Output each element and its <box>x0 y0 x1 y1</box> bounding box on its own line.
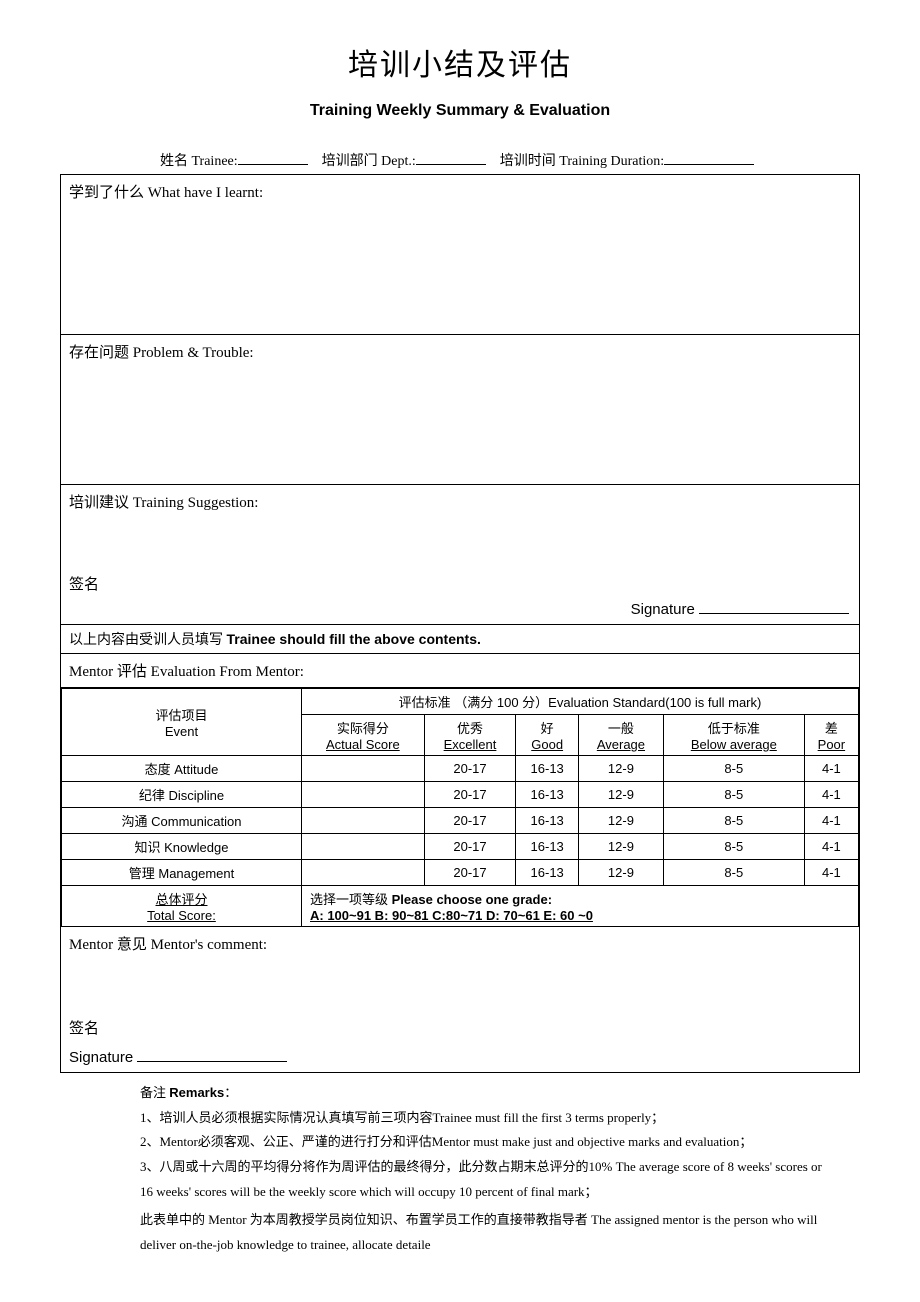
table-row: 纪律 Discipline 20-1716-1312-98-54-1 <box>62 782 859 808</box>
signature-blank-2[interactable] <box>137 1047 287 1062</box>
score-range-cell: 20-17 <box>424 808 516 834</box>
score-range-cell: 4-1 <box>804 834 858 860</box>
section-suggestion[interactable]: 培训建议 Training Suggestion: 签名 Signature <box>61 485 859 625</box>
remarks-item: 2、Mentor必须客观、公正、严谨的进行打分和评估Mentor must ma… <box>140 1130 830 1155</box>
remarks-footer: 此表单中的 Mentor 为本周教授学员岗位知识、布置学员工作的直接带教指导者 … <box>140 1208 830 1257</box>
table-row: 管理 Management 20-1716-1312-98-54-1 <box>62 860 859 886</box>
score-range-cell: 20-17 <box>424 860 516 886</box>
score-range-cell: 12-9 <box>579 756 664 782</box>
dept-label: 培训部门 Dept.: <box>322 150 416 170</box>
signature-label-2: Signature <box>69 1049 133 1066</box>
learnt-label: 学到了什么 What have I learnt: <box>69 185 263 201</box>
sign-cn: 签名 <box>69 573 99 594</box>
actual-score-cell[interactable] <box>302 808 425 834</box>
page-title-en: Training Weekly Summary & Evaluation <box>60 102 860 120</box>
page-title-cn: 培训小结及评估 <box>60 40 860 84</box>
event-label: 知识 Knowledge <box>62 834 302 860</box>
score-range-cell: 4-1 <box>804 756 858 782</box>
trainee-note-en: Trainee should fill the above contents. <box>227 631 481 647</box>
event-header: 评估项目 Event <box>62 689 302 756</box>
col-header: 低于标准Below average <box>663 715 804 756</box>
score-range-cell: 16-13 <box>516 860 579 886</box>
grade-choice-cell[interactable]: 选择一项等级 Please choose one grade: A: 100~9… <box>302 886 859 927</box>
mentor-comment-label: Mentor 意见 Mentor's comment: <box>69 937 267 953</box>
actual-score-cell[interactable] <box>302 782 425 808</box>
standard-header: 评估标准 （满分 100 分）Evaluation Standard(100 i… <box>302 689 859 715</box>
trainee-note: 以上内容由受训人员填写 Trainee should fill the abov… <box>61 625 859 654</box>
score-range-cell: 12-9 <box>579 808 664 834</box>
score-range-cell: 8-5 <box>663 808 804 834</box>
actual-score-cell[interactable] <box>302 756 425 782</box>
score-range-cell: 4-1 <box>804 860 858 886</box>
score-range-cell: 8-5 <box>663 834 804 860</box>
form-container: 学到了什么 What have I learnt: 存在问题 Problem &… <box>60 174 860 1073</box>
mentor-comment-section[interactable]: Mentor 意见 Mentor's comment: 签名 Signature <box>61 927 859 1072</box>
table-row: 态度 Attitude 20-1716-1312-98-54-1 <box>62 756 859 782</box>
sign-cn-2: 签名 <box>69 1017 99 1038</box>
duration-label: 培训时间 Training Duration: <box>500 150 664 170</box>
score-range-cell: 12-9 <box>579 782 664 808</box>
score-range-cell: 4-1 <box>804 782 858 808</box>
dept-blank[interactable] <box>416 151 486 165</box>
problem-label: 存在问题 Problem & Trouble: <box>69 345 254 361</box>
score-range-cell: 20-17 <box>424 834 516 860</box>
signature-blank[interactable] <box>699 599 849 614</box>
score-range-cell: 12-9 <box>579 834 664 860</box>
score-range-cell: 20-17 <box>424 782 516 808</box>
info-row: 姓名 Trainee: 培训部门 Dept.: 培训时间 Training Du… <box>160 150 860 170</box>
score-range-cell: 16-13 <box>516 834 579 860</box>
remarks-item: 1、培训人员必须根据实际情况认真填写前三项内容Trainee must fill… <box>140 1106 830 1131</box>
signature-line[interactable]: Signature <box>631 599 849 618</box>
signature-label: Signature <box>631 601 695 618</box>
remarks-section: 备注 Remarks： 1、培训人员必须根据实际情况认真填写前三项内容Train… <box>140 1081 830 1258</box>
actual-score-cell[interactable] <box>302 834 425 860</box>
section-problem[interactable]: 存在问题 Problem & Trouble: <box>61 335 859 485</box>
score-range-cell: 16-13 <box>516 756 579 782</box>
duration-blank[interactable] <box>664 151 754 165</box>
table-row: 知识 Knowledge 20-1716-1312-98-54-1 <box>62 834 859 860</box>
score-range-cell: 8-5 <box>663 860 804 886</box>
score-range-cell: 8-5 <box>663 756 804 782</box>
col-header: 实际得分Actual Score <box>302 715 425 756</box>
trainee-label: 姓名 Trainee: <box>160 150 238 170</box>
signature-line-2[interactable]: Signature <box>69 1047 287 1066</box>
score-range-cell: 12-9 <box>579 860 664 886</box>
actual-score-cell[interactable] <box>302 860 425 886</box>
total-score-cell: 总体评分 Total Score: <box>62 886 302 927</box>
col-header: 优秀Excellent <box>424 715 516 756</box>
score-range-cell: 4-1 <box>804 808 858 834</box>
event-label: 沟通 Communication <box>62 808 302 834</box>
trainee-blank[interactable] <box>238 151 308 165</box>
mentor-eval-header: Mentor 评估 Evaluation From Mentor: <box>61 654 859 688</box>
section-learnt[interactable]: 学到了什么 What have I learnt: <box>61 175 859 335</box>
score-range-cell: 20-17 <box>424 756 516 782</box>
remarks-list: 1、培训人员必须根据实际情况认真填写前三项内容Trainee must fill… <box>140 1106 830 1205</box>
trainee-note-cn: 以上内容由受训人员填写 <box>69 633 223 648</box>
score-range-cell: 8-5 <box>663 782 804 808</box>
event-label: 态度 Attitude <box>62 756 302 782</box>
col-header: 差Poor <box>804 715 858 756</box>
remarks-item: 3、八周或十六周的平均得分将作为周评估的最终得分，此分数占期末总评分的10% T… <box>140 1155 830 1204</box>
evaluation-table: 评估项目 Event 评估标准 （满分 100 分）Evaluation Sta… <box>61 688 859 927</box>
score-range-cell: 16-13 <box>516 782 579 808</box>
event-label: 纪律 Discipline <box>62 782 302 808</box>
col-header: 一般Average <box>579 715 664 756</box>
col-header: 好Good <box>516 715 579 756</box>
score-range-cell: 16-13 <box>516 808 579 834</box>
remarks-header: 备注 Remarks： <box>140 1085 237 1100</box>
suggest-label: 培训建议 Training Suggestion: <box>69 495 258 511</box>
event-label: 管理 Management <box>62 860 302 886</box>
table-row: 沟通 Communication 20-1716-1312-98-54-1 <box>62 808 859 834</box>
